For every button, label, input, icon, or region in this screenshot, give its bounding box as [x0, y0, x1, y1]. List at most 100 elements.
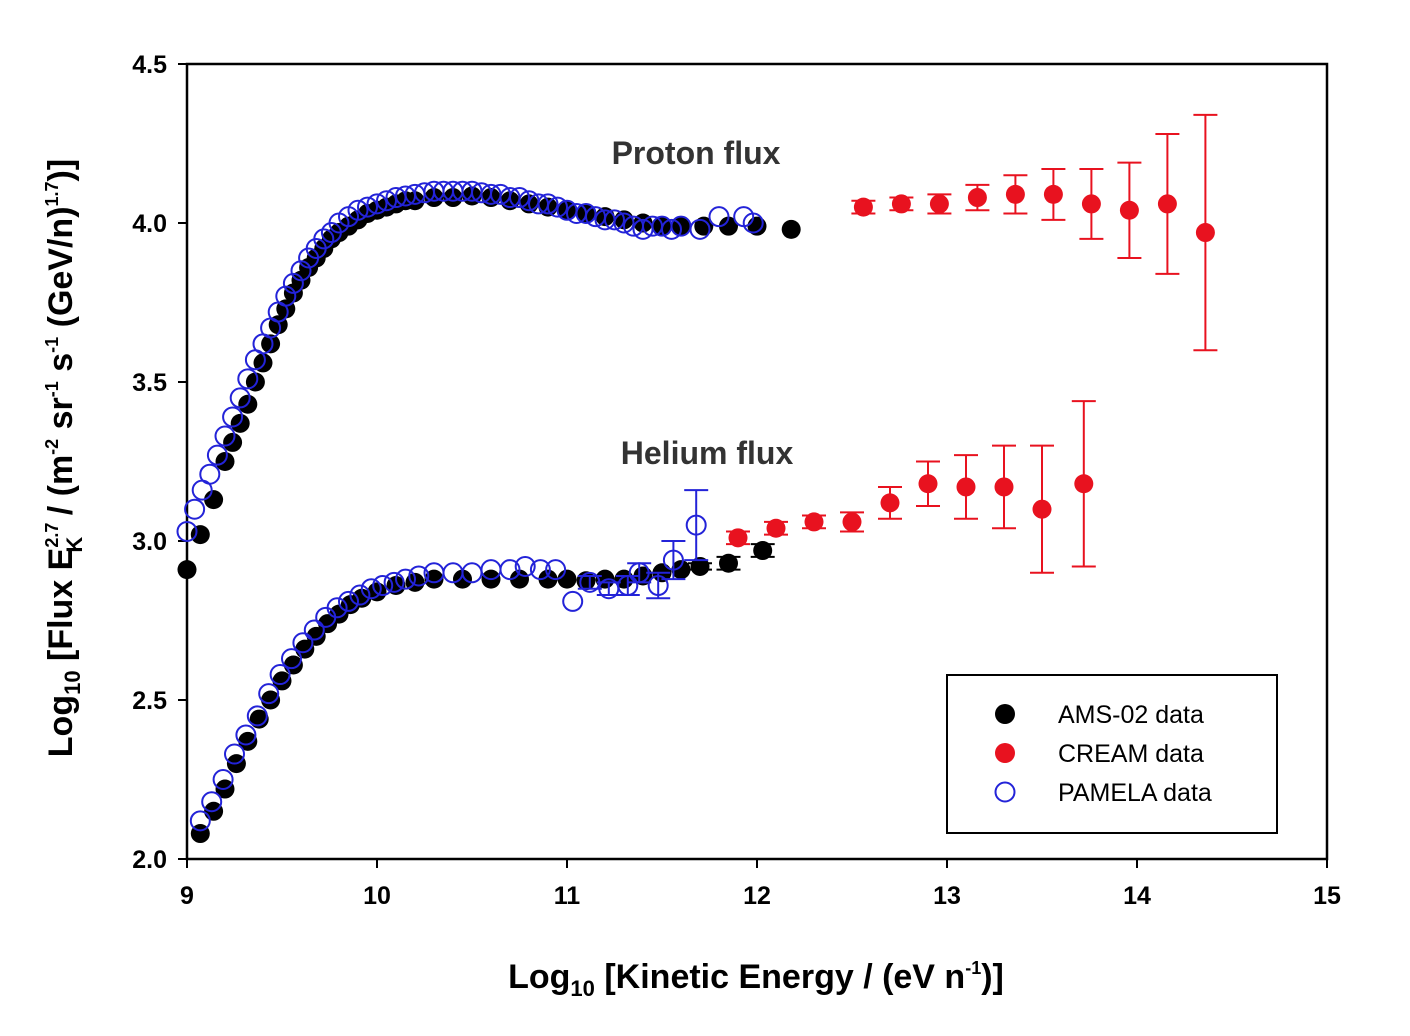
data-point: [238, 731, 258, 751]
data-point: [290, 260, 312, 282]
series-cream-helium: [726, 400, 1096, 574]
axis-ticks: 9 10 11 12 13 14 15 2.0 2.5 3.0 3.5 4.0 4.5: [132, 51, 1341, 910]
data-point: [685, 514, 707, 536]
data-point: [366, 193, 388, 215]
data-point: [929, 194, 949, 214]
data-point: [853, 197, 873, 217]
data-point: [395, 568, 416, 590]
data-point: [537, 193, 559, 215]
y-tick-label-0: 2.0: [132, 846, 167, 874]
data-point: [766, 518, 786, 538]
data-point: [575, 202, 597, 224]
x-tick-label-3: 12: [743, 882, 771, 910]
data-point: [499, 559, 521, 581]
data-point: [719, 216, 738, 236]
data-point: [212, 769, 234, 790]
data-point: [1043, 184, 1063, 204]
series-cream-proton: [851, 113, 1218, 352]
data-point: [246, 705, 268, 727]
legend-marker-cream: [995, 743, 1015, 763]
x-tick-label-0: 9: [180, 882, 194, 910]
series-ams-02-helium: [190, 541, 775, 844]
x-tick-label-6: 15: [1313, 882, 1341, 910]
data-point: [235, 724, 257, 746]
data-point: [261, 334, 281, 354]
data-point: [514, 555, 536, 577]
data-point: [229, 387, 251, 409]
x-axis-title: Log10 [Kinetic Energy / (eV n-1)]: [508, 958, 1004, 1001]
data-point: [199, 463, 221, 485]
data-point: [453, 569, 472, 589]
data-point: [662, 549, 684, 571]
data-point: [292, 632, 314, 654]
y-tick-label-4: 4.0: [132, 210, 167, 238]
data-point: [661, 218, 682, 240]
data-point: [424, 188, 444, 208]
data-point: [357, 196, 378, 218]
data-point: [184, 498, 206, 520]
x-tick-label-1: 10: [363, 882, 391, 910]
data-point: [261, 690, 281, 710]
data-point: [177, 560, 197, 580]
data-point: [189, 810, 211, 832]
data-point: [967, 188, 987, 208]
data-point: [918, 474, 938, 494]
data-point: [604, 209, 625, 231]
y-axis-title: Log10 [Flux E2.7K / (m-2 sr-1 s-1 (GeV/n…: [42, 159, 87, 757]
data-point: [562, 590, 584, 612]
data-point: [1157, 194, 1177, 214]
data-point: [237, 368, 259, 390]
data-point: [383, 571, 405, 593]
data-point: [545, 559, 567, 581]
data-point: [1005, 184, 1025, 204]
data-point: [245, 372, 265, 392]
y-tick-label-3: 3.5: [132, 369, 167, 397]
data-point: [201, 791, 223, 813]
data-point: [719, 553, 738, 573]
series-pamela-proton: [176, 180, 764, 542]
data-point: [956, 477, 976, 497]
data-point: [376, 190, 397, 212]
data-point: [360, 578, 382, 600]
data-point: [408, 565, 430, 587]
data-point: [538, 569, 558, 589]
data-point: [190, 525, 210, 545]
data-point: [529, 559, 551, 581]
data-point: [269, 664, 291, 686]
data-point: [728, 528, 748, 548]
data-point: [275, 285, 297, 307]
x-tick-label-2: 11: [554, 882, 581, 910]
data-point: [222, 406, 244, 428]
y-tick-label-2: 3.0: [132, 528, 167, 556]
data-point: [349, 584, 371, 606]
data-point: [443, 188, 463, 208]
legend-label-cream: CREAM data: [1058, 740, 1204, 768]
data-point: [880, 493, 900, 513]
data-point: [326, 597, 348, 619]
data-point: [347, 199, 369, 221]
data-point: [1119, 200, 1139, 220]
data-point: [204, 490, 224, 510]
data-point: [994, 477, 1014, 497]
data-point: [509, 187, 530, 209]
data-point: [424, 569, 444, 589]
data-point: [224, 743, 245, 765]
legend-marker-pamela: [994, 781, 1016, 803]
y-tick-label-5: 4.5: [132, 51, 167, 79]
data-point: [613, 212, 635, 234]
data-point: [689, 218, 711, 240]
data-point: [272, 671, 292, 691]
x-tick-label-4: 13: [933, 882, 961, 910]
data-point: [510, 569, 529, 589]
data-point: [842, 512, 862, 532]
data-point: [303, 619, 325, 641]
data-point: [253, 353, 273, 373]
data-point: [708, 206, 730, 228]
data-point: [405, 191, 425, 211]
data-point: [1081, 194, 1101, 214]
data-layer: [176, 113, 1218, 844]
data-point: [281, 648, 302, 670]
data-point: [258, 683, 280, 705]
data-point: [557, 569, 577, 589]
